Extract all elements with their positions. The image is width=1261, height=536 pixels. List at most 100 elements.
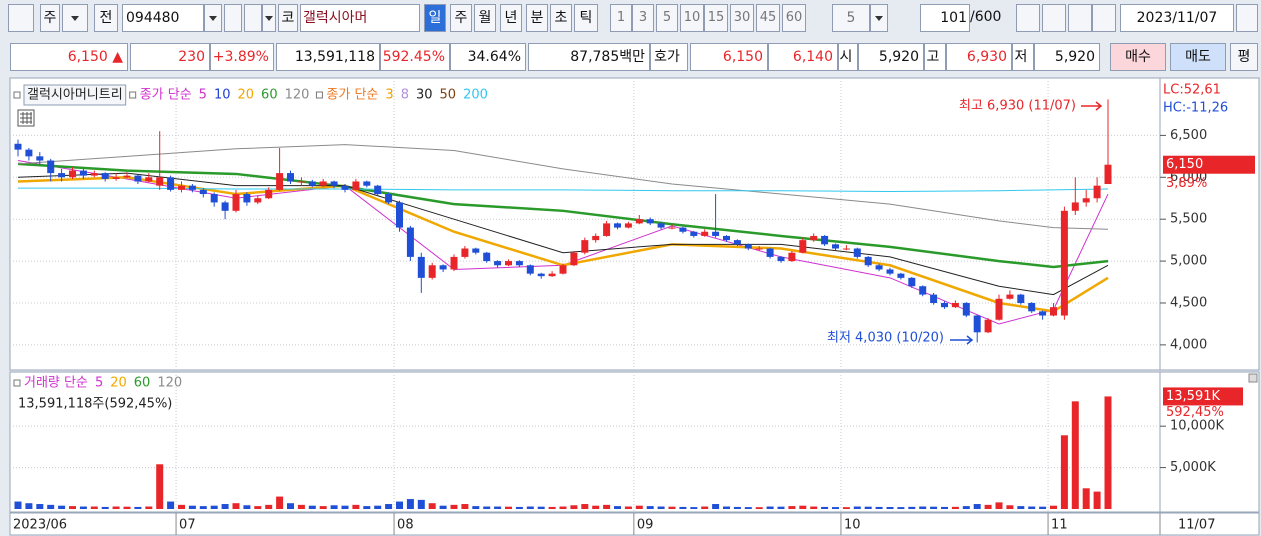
ma-line — [17, 160, 1109, 325]
step-button[interactable]: 30 — [730, 4, 754, 32]
tool-icon[interactable] — [1042, 4, 1066, 32]
candle-body — [494, 261, 502, 266]
tool-icon[interactable] — [1092, 4, 1116, 32]
ma-line — [18, 187, 1109, 193]
quote-amount[interactable]: 87,785백만 — [528, 43, 650, 71]
candle-body — [777, 256, 785, 262]
candle-body — [308, 181, 316, 186]
quote-bid[interactable]: 6,140 — [768, 43, 838, 71]
volume-bar — [1050, 505, 1057, 509]
volume-bar — [777, 506, 785, 509]
step-button[interactable]: 60 — [782, 4, 806, 32]
legend-item: 5 — [95, 376, 103, 391]
candle-body — [614, 223, 621, 228]
volume-bar — [919, 506, 927, 509]
calendar-icon[interactable] — [1236, 4, 1258, 32]
interval-button[interactable]: 틱 — [574, 4, 598, 32]
menu-icon[interactable] — [8, 4, 34, 32]
step-button[interactable]: 15 — [704, 4, 728, 32]
dropdown[interactable] — [204, 4, 222, 32]
quote-rate[interactable]: +3.89% — [210, 43, 274, 71]
legend-item: 20 — [110, 376, 127, 391]
name-field[interactable]: 갤럭시아머 — [300, 4, 420, 32]
step-button[interactable]: 45 — [756, 4, 780, 32]
quote-volume[interactable]: 13,591,118 — [276, 43, 380, 71]
candle-body — [853, 248, 861, 257]
count-select[interactable]: 5 — [832, 4, 870, 32]
step-button[interactable]: 10 — [680, 4, 704, 32]
legend-label: 종가 단순 — [326, 88, 378, 103]
quote-open-label[interactable]: 시 — [838, 43, 858, 71]
legend-marker — [13, 379, 21, 387]
candle-body — [472, 248, 480, 253]
code-input[interactable]: 094480 — [122, 4, 204, 32]
dropdown[interactable] — [62, 4, 88, 32]
volume-label: 13,591K — [1166, 389, 1220, 404]
search-icon[interactable] — [224, 4, 242, 32]
volume-bar — [123, 506, 131, 509]
quote-change[interactable]: 230 — [130, 43, 210, 71]
step-button[interactable]: 5 — [656, 4, 678, 32]
tool-icon[interactable] — [1068, 4, 1092, 32]
y-tick-label: 4,000 — [1170, 337, 1207, 352]
step-button[interactable]: 1 — [610, 4, 632, 32]
ma-line — [17, 162, 1109, 269]
date-input[interactable]: 2023/11/07 — [1120, 4, 1234, 32]
interval-button[interactable]: 분 — [526, 4, 548, 32]
volume-bar — [417, 499, 425, 509]
candle-body — [276, 173, 284, 190]
quote-open[interactable]: 5,920 — [858, 43, 924, 71]
volume-bar — [733, 506, 741, 509]
period-button[interactable]: 주 — [40, 4, 60, 32]
volume-bar — [897, 507, 905, 509]
volume-bar — [679, 506, 687, 509]
market-button[interactable]: 코 — [278, 4, 298, 32]
quote-ask[interactable]: 6,150 — [690, 43, 768, 71]
scope-button[interactable]: 전 — [94, 4, 118, 32]
candle-body — [385, 194, 393, 203]
lc-label: LC:52,61 — [1163, 83, 1221, 98]
interval-button[interactable]: 년 — [500, 4, 522, 32]
step-button[interactable]: 3 — [632, 4, 654, 32]
volume-bar — [624, 506, 632, 509]
quote-price[interactable]: 6,150 ▲ — [10, 43, 128, 71]
legend-title: 갤럭시아머니트리 — [27, 88, 123, 103]
count-max[interactable]: /600 — [970, 9, 1002, 25]
avg-button[interactable]: 평 — [1230, 43, 1258, 71]
low-arrow — [950, 335, 974, 345]
quote-turnover[interactable]: 34.64% — [450, 43, 526, 71]
quote-high-label[interactable]: 고 — [924, 43, 946, 71]
dropdown[interactable] — [262, 4, 276, 32]
sell-button[interactable]: 매도 — [1170, 43, 1226, 71]
volume-bar — [635, 505, 643, 509]
candle-body — [69, 170, 76, 178]
quote-volume-rate[interactable]: 592.45% — [380, 43, 450, 71]
interval-button[interactable]: 초 — [550, 4, 572, 32]
volume-bar — [134, 506, 142, 509]
interval-button[interactable]: 월 — [474, 4, 496, 32]
count-input[interactable]: 101 — [920, 4, 970, 32]
quote-low[interactable]: 5,920 — [1034, 43, 1100, 71]
low-annotation: 최저 4,030 (10/20) — [827, 331, 944, 346]
tool-icon[interactable] — [1016, 4, 1040, 32]
volume-bar — [701, 506, 709, 509]
ma-line — [17, 144, 1109, 230]
volume-bar — [1104, 396, 1112, 509]
volume-bar — [156, 464, 164, 509]
interval-button[interactable]: 일 — [424, 4, 446, 32]
x-axis — [9, 512, 1260, 536]
volume-bar — [145, 506, 153, 509]
dropdown[interactable] — [870, 4, 888, 32]
candle-body — [483, 252, 491, 262]
candle-body — [330, 181, 338, 186]
volume-bar — [908, 506, 916, 509]
candle-body — [930, 294, 938, 303]
candle-body — [101, 173, 109, 179]
quote-low-label[interactable]: 저 — [1012, 43, 1034, 71]
buy-button[interactable]: 매수 — [1110, 43, 1166, 71]
volume-bar — [1017, 506, 1025, 509]
quote-high[interactable]: 6,930 — [946, 43, 1012, 71]
quote-bid-label[interactable]: 호가 — [650, 43, 688, 71]
interval-button[interactable]: 주 — [450, 4, 472, 32]
sound-icon[interactable] — [244, 4, 262, 32]
